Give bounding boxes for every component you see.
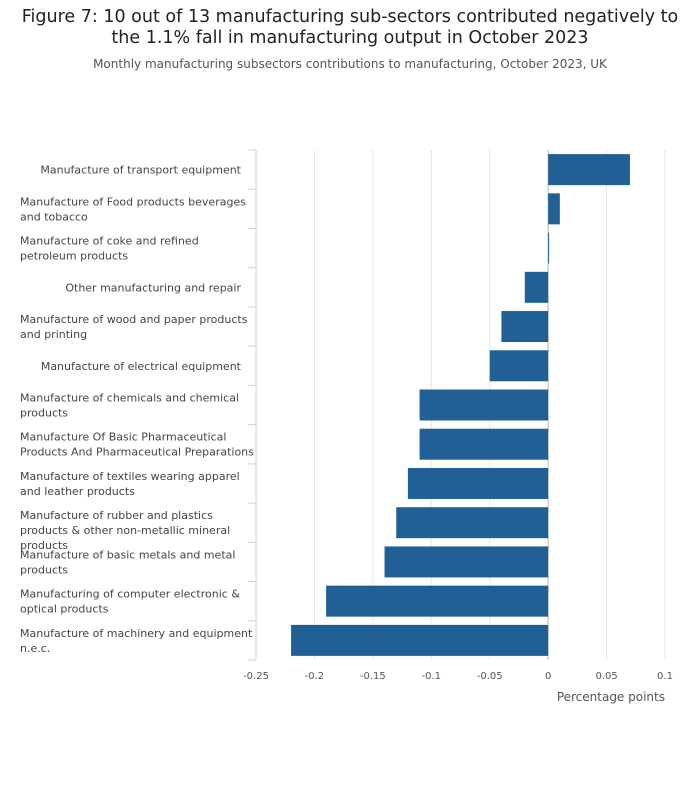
bar	[548, 232, 550, 264]
bars	[291, 154, 630, 656]
x-tick-label: -0.1	[422, 671, 442, 682]
category-label: Manufacture of machinery and equipment n.…	[20, 627, 253, 655]
bar	[407, 467, 549, 499]
bar	[548, 154, 630, 186]
bar	[489, 350, 549, 382]
bar	[524, 271, 549, 303]
category-label: Manufacture of transport equipment	[40, 164, 241, 177]
category-label: Manufacture of Food products beverages an…	[20, 195, 246, 223]
category-label: Manufacture of textiles wearing apparel a…	[20, 470, 240, 498]
bar	[419, 389, 549, 421]
category-label: Manufacture of rubber and plastics produc…	[20, 509, 230, 552]
x-tick-label: -0.25	[243, 671, 269, 682]
category-label: Manufacture of chemicals and chemical pro…	[20, 392, 239, 420]
category-label: Manufacture Of Basic Pharmaceutical Produ…	[20, 431, 254, 459]
x-tick-label: 0	[545, 671, 551, 682]
category-label: Manufacture of basic metals and metal pro…	[20, 548, 235, 576]
x-tick-label: -0.05	[477, 671, 503, 682]
bar	[501, 311, 549, 343]
category-label: Manufacture of coke and refined petroleum…	[20, 235, 199, 263]
category-labels: Manufacture of transport equipment Manufa…	[20, 164, 254, 655]
category-label: Manufacture of electrical equipment	[41, 360, 242, 373]
chart-title: Figure 7: 10 out of 13 manufacturing sub…	[21, 7, 679, 48]
bar	[396, 507, 549, 539]
bar	[419, 428, 549, 460]
bar	[384, 546, 549, 578]
bar	[326, 585, 549, 617]
bar	[548, 193, 560, 225]
x-tick-label: -0.15	[360, 671, 386, 682]
x-tick-label: 0.05	[595, 671, 617, 682]
x-tick-label: 0.1	[657, 671, 673, 682]
x-tick-labels: -0.25 -0.2 -0.15 -0.1 -0.05 0 0.05 0.1	[243, 671, 673, 682]
x-tick-label: -0.2	[305, 671, 325, 682]
category-label: Manufacturing of computer electronic & op…	[20, 588, 240, 616]
category-label: Manufacture of wood and paper products an…	[20, 313, 248, 341]
x-axis-title: Percentage points	[557, 690, 665, 704]
category-label: Other manufacturing and repair	[65, 281, 241, 294]
chart-subtitle: Monthly manufacturing subsectors contrib…	[93, 57, 607, 71]
bar	[291, 624, 549, 656]
